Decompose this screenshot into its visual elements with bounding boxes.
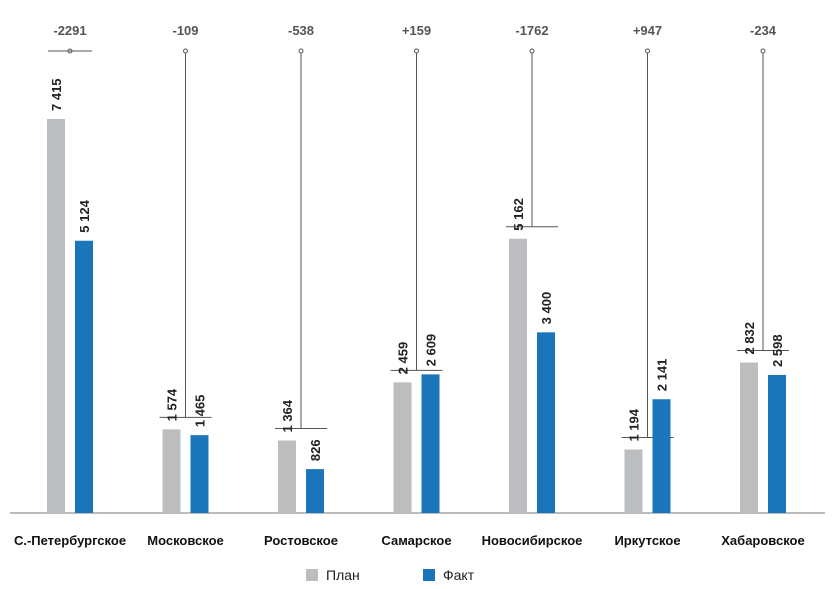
difference-label: +159 [402, 23, 431, 38]
difference-label: -234 [750, 23, 777, 38]
bar-fact [537, 332, 555, 513]
bar-plan [47, 119, 65, 513]
bar-fact [190, 435, 209, 513]
bar-plan [278, 440, 296, 513]
bar-plan [740, 362, 758, 513]
bar-fact [75, 240, 93, 513]
data-label-fact: 2 598 [770, 334, 785, 367]
data-label-plan: 1 574 [165, 388, 180, 421]
bar-plan [162, 429, 181, 513]
data-label-plan: 2 459 [396, 342, 411, 375]
legend-label-fact: Факт [443, 567, 475, 583]
data-label-fact: 2 609 [424, 334, 439, 367]
category-label: Московское [147, 533, 224, 548]
difference-label: +947 [633, 23, 662, 38]
difference-marker [183, 48, 188, 54]
data-label-fact: 5 124 [77, 199, 92, 232]
data-label-plan: 2 832 [742, 322, 757, 355]
legend-label-plan: План [326, 567, 360, 583]
difference-marker [529, 48, 535, 54]
difference-label: -1762 [515, 23, 548, 38]
data-label-fact: 3 400 [539, 292, 554, 325]
bar-fact [652, 399, 671, 513]
data-label-plan: 1 364 [280, 399, 295, 432]
category-label: С.-Петербургское [14, 533, 126, 548]
difference-label: -2291 [53, 23, 86, 38]
difference-marker [645, 48, 650, 54]
category-label: Ростовское [264, 533, 338, 548]
bar-fact [421, 374, 440, 513]
category-label: Хабаровское [721, 533, 804, 548]
difference-marker [760, 48, 766, 54]
data-label-fact: 826 [308, 439, 323, 461]
difference-marker [414, 48, 419, 54]
legend-swatch-fact [423, 569, 435, 581]
category-label: Новосибирское [482, 533, 583, 548]
category-label: Иркутское [614, 533, 680, 548]
bar-fact [768, 374, 786, 513]
data-label-plan: 7 415 [49, 78, 64, 111]
difference-marker [298, 48, 304, 54]
difference-label: -538 [288, 23, 314, 38]
difference-label: -109 [172, 23, 198, 38]
data-label-fact: 2 141 [655, 359, 670, 392]
bar-plan [624, 449, 643, 513]
data-label-fact: 1 465 [193, 395, 208, 428]
bar-plan [509, 238, 527, 513]
legend-swatch-plan [306, 569, 318, 581]
bar-plan [393, 382, 412, 513]
data-label-plan: 1 194 [627, 408, 642, 441]
category-label: Самарское [381, 533, 451, 548]
data-label-plan: 5 162 [511, 198, 526, 231]
bar-fact [306, 469, 324, 513]
